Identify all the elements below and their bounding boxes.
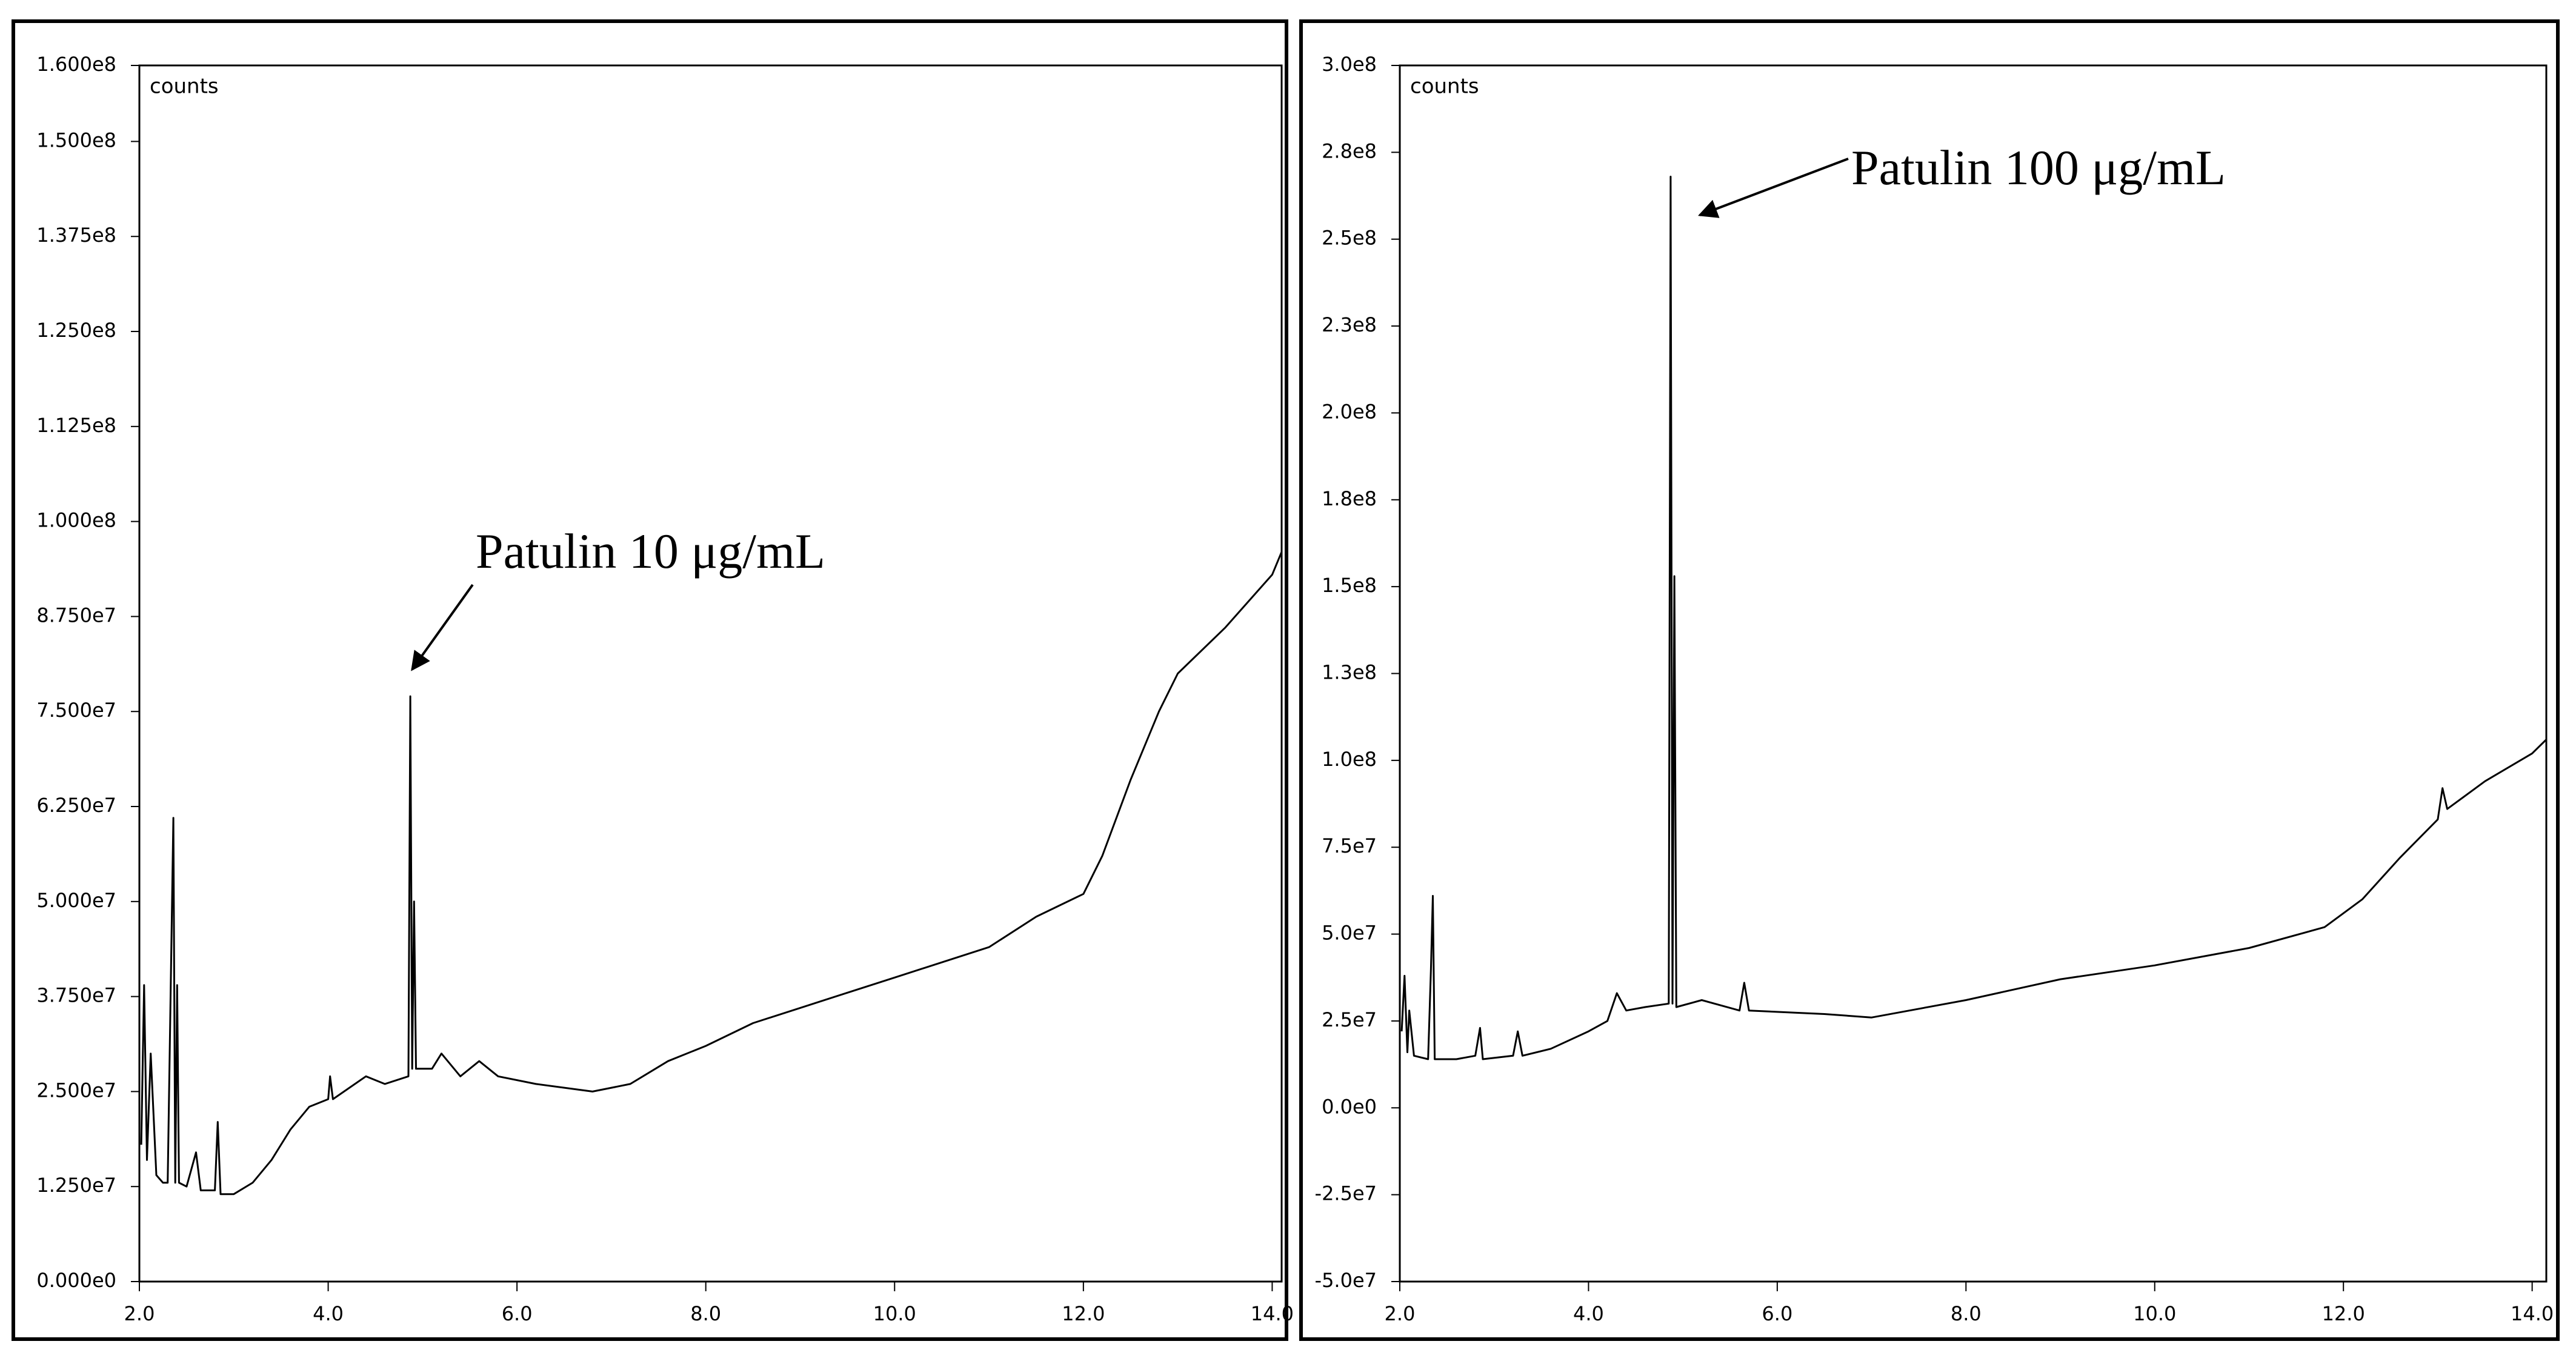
x-tick-label: 12.0 [1062,1302,1105,1325]
y-tick-label: 1.8e8 [1322,487,1377,510]
x-tick-label: 14.0 [2511,1302,2554,1325]
y-tick-label: 1.0e8 [1322,748,1377,771]
x-tick-label: 12.0 [2322,1302,2365,1325]
y-tick-label: 2.500e7 [36,1079,116,1102]
x-tick-label: 10.0 [873,1302,916,1325]
y-unit-label: counts [150,75,219,99]
y-tick-label: 2.0e8 [1322,400,1377,423]
annotation: Patulin 100 μg/mL [1851,140,2226,195]
plot-frame [1399,64,2548,1283]
y-tick-label: 7.5e7 [1322,834,1377,857]
y-tick-label: 6.250e7 [36,794,116,817]
annotation-arrow [1698,158,1849,218]
y-tick-label: 1.250e7 [36,1174,116,1197]
plot-frame [138,64,1283,1283]
y-tick-label: 5.000e7 [36,889,116,912]
x-tick-label: 6.0 [1762,1302,1792,1325]
y-tick-label: 1.125e8 [36,414,116,437]
y-tick-label: 1.5e8 [1322,574,1377,597]
annotation: Patulin 10 μg/mL [476,524,825,579]
y-tick-label: -2.5e7 [1315,1182,1377,1205]
y-tick-label: 1.375e8 [36,224,116,247]
y-tick-label: 1.500e8 [36,128,116,151]
annotation-arrow [411,584,474,671]
x-tick-label: 2.0 [1385,1302,1416,1325]
x-tick-label: 4.0 [313,1302,344,1325]
y-tick-label: 1.3e8 [1322,661,1377,684]
x-tick-label: 10.0 [2133,1302,2176,1325]
chromatogram-line [140,551,1283,1196]
x-tick-label: 8.0 [1951,1302,1982,1325]
y-tick-label: 2.8e8 [1322,139,1377,162]
y-tick-label: 0.000e0 [36,1269,116,1292]
y-tick-label: 3.0e8 [1322,53,1377,76]
y-tick-label: 1.250e8 [36,319,116,342]
y-tick-label: 2.5e8 [1322,227,1377,250]
x-tick-label: 4.0 [1573,1302,1604,1325]
y-tick-label: 3.750e7 [36,984,116,1007]
y-tick-label: 8.750e7 [36,604,116,627]
y-unit-label: counts [1410,75,1479,99]
y-tick-label: 0.0e0 [1322,1095,1377,1118]
x-tick-label: 8.0 [690,1302,721,1325]
y-tick-label: -5.0e7 [1315,1269,1377,1292]
panel-border [1299,19,2560,1341]
y-tick-label: 5.0e7 [1322,922,1377,945]
y-tick-label: 7.500e7 [36,699,116,722]
y-tick-label: 1.600e8 [36,53,116,76]
y-tick-label: 1.000e8 [36,509,116,532]
y-tick-label: 2.3e8 [1322,313,1377,336]
x-tick-label: 14.0 [1251,1302,1294,1325]
x-tick-label: 2.0 [124,1302,155,1325]
x-tick-label: 6.0 [502,1302,533,1325]
y-tick-label: 2.5e7 [1322,1008,1377,1031]
panel-border [12,19,1288,1341]
chromatogram-line [1400,176,2548,1060]
